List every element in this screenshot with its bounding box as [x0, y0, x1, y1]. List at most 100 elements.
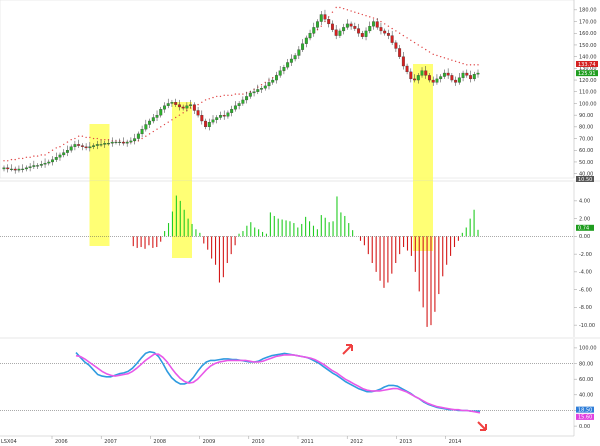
candle-body — [401, 56, 405, 67]
sar-dot — [346, 9, 349, 11]
oscillator-bar — [160, 236, 162, 242]
oscillator-bar — [226, 236, 228, 263]
oscillator-bar — [187, 218, 189, 237]
oscillator-bar — [453, 236, 456, 248]
sar-dot — [36, 155, 39, 157]
price-tick-label: 50.00 — [579, 160, 593, 166]
oscillator-extra-badge-label: 10.50 — [578, 177, 592, 183]
oscillator-bar — [156, 236, 158, 248]
candle-body — [230, 109, 234, 113]
sar-dot — [74, 137, 76, 140]
sar-dot — [182, 112, 184, 114]
candle-body — [170, 102, 174, 104]
sar-dot — [406, 37, 408, 39]
price-tick-label: 80.00 — [579, 125, 593, 131]
candle-body — [450, 75, 454, 81]
x-tick-label: 2012 — [350, 439, 363, 445]
sar-dot — [432, 53, 434, 56]
candle-body — [226, 112, 230, 117]
oscillator-bar — [218, 236, 221, 283]
oscillator-bar — [230, 236, 232, 255]
oscillator-bar — [410, 236, 412, 256]
sar-dot — [219, 95, 222, 98]
price-tick-label: 40.00 — [579, 171, 593, 177]
oscillator-value-badge — [576, 224, 594, 231]
oscillator-bar — [469, 218, 471, 237]
sar-dot — [197, 103, 199, 106]
oscillator-bar — [422, 236, 424, 308]
candle-body — [457, 77, 461, 83]
price-tick-label: 150.00 — [579, 43, 597, 49]
sar-dot — [238, 93, 240, 95]
oscillator-bar — [371, 236, 373, 263]
candle-body — [364, 30, 368, 37]
oscillator-bar — [442, 236, 444, 277]
sar-dot — [473, 64, 475, 66]
sar-dot — [29, 156, 31, 158]
candle-body — [360, 33, 364, 37]
oscillator-bar — [450, 236, 452, 256]
candle-body — [36, 165, 40, 167]
candle-body — [125, 141, 129, 144]
stochastic-tick-label: 40.00 — [579, 393, 593, 399]
oscillator-tick-label: 4.00 — [579, 199, 590, 205]
sar-dot — [3, 160, 5, 162]
oscillator-bar — [234, 236, 236, 246]
sar-dot — [230, 94, 233, 96]
candle-body — [159, 109, 163, 116]
candle-body — [233, 105, 237, 110]
oscillator-value-badge-label: 0.74 — [578, 226, 589, 232]
candle-body — [155, 115, 159, 118]
sar-dot — [208, 98, 210, 100]
arrow-icon — [342, 344, 353, 355]
sar-dot — [443, 57, 446, 59]
candle-body — [416, 75, 420, 81]
sar-dot — [447, 58, 449, 60]
sar-dot — [357, 12, 360, 15]
oscillator-bar — [191, 223, 193, 237]
sar-dot — [380, 20, 382, 23]
oscillator-tick-label: -2.00 — [579, 252, 592, 258]
price-value-badge-label: 125.91 — [578, 71, 596, 77]
sar-dot — [398, 32, 401, 34]
sar-dot — [21, 157, 24, 160]
oscillator-bar — [336, 196, 338, 237]
candle-body — [327, 19, 331, 25]
oscillator-bar — [199, 232, 201, 237]
x-tick-label: 2007 — [104, 439, 117, 445]
candle-body — [58, 154, 62, 158]
sar-dot — [413, 41, 416, 44]
arrow-icon — [477, 421, 487, 431]
sar-dot — [25, 156, 28, 158]
sar-dot — [361, 13, 363, 16]
sar-dot — [328, 16, 330, 18]
price-tick-label: 130.00 — [579, 66, 597, 72]
sar-dot — [59, 146, 61, 148]
candle-body — [200, 115, 204, 122]
oscillator-bar — [281, 219, 283, 237]
oscillator-highlights — [89, 181, 433, 258]
oscillator-bar — [136, 236, 138, 248]
oscillator-bar — [222, 236, 224, 278]
candle-body — [293, 55, 297, 60]
candle-body — [6, 167, 10, 170]
candle-body — [110, 141, 114, 144]
sar-dot — [428, 51, 431, 53]
oscillator-bar — [261, 231, 264, 237]
candle-body — [204, 120, 207, 128]
sar-dot — [44, 154, 46, 156]
sar-dot — [421, 46, 423, 48]
oscillator-bar — [195, 229, 197, 237]
candle-body — [84, 146, 88, 149]
sar-dot — [227, 94, 229, 96]
candle-body — [271, 79, 275, 83]
candle-body — [334, 29, 338, 36]
sar-dot — [223, 94, 225, 96]
oscillator-bar — [312, 225, 315, 237]
candle-body — [163, 105, 166, 110]
candle-body — [304, 37, 308, 44]
candle-body — [65, 150, 69, 153]
sar-dot — [369, 16, 371, 18]
price-highlights — [89, 64, 433, 181]
